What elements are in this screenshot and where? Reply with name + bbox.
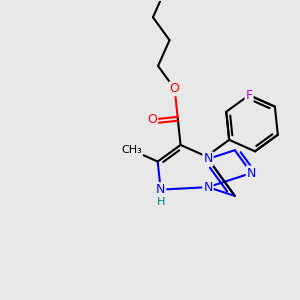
Text: F: F <box>245 89 253 102</box>
Text: H: H <box>157 197 165 207</box>
Text: N: N <box>203 181 213 194</box>
Text: CH₃: CH₃ <box>122 145 142 155</box>
Text: N: N <box>247 167 256 179</box>
Text: O: O <box>170 82 180 95</box>
Text: N: N <box>203 152 213 165</box>
Text: N: N <box>156 183 165 196</box>
Text: O: O <box>147 113 157 126</box>
